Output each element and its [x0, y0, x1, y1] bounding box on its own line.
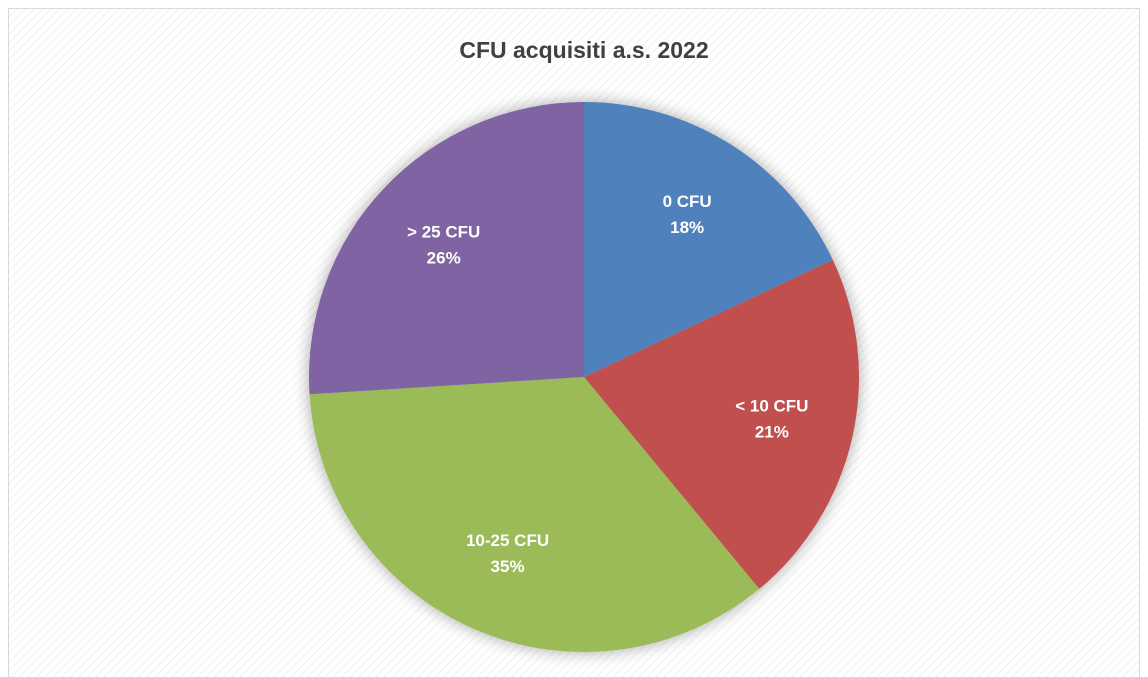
slice-value-label: 18% [670, 218, 704, 237]
pie-slice [309, 102, 584, 395]
slice-label: > 25 CFU [407, 223, 480, 242]
slice-value-label: 26% [427, 249, 461, 268]
slice-label: < 10 CFU [735, 396, 808, 415]
slice-label: 10-25 CFU [466, 531, 549, 550]
chart-title: CFU acquisiti a.s. 2022 [459, 37, 708, 63]
slice-value-label: 35% [491, 557, 525, 576]
pie [309, 102, 859, 652]
pie-slice [309, 377, 760, 652]
slice-value-label: 21% [755, 422, 789, 441]
slice-label: 0 CFU [663, 192, 712, 211]
pie-slice [584, 102, 833, 377]
pie-slice [584, 259, 859, 589]
